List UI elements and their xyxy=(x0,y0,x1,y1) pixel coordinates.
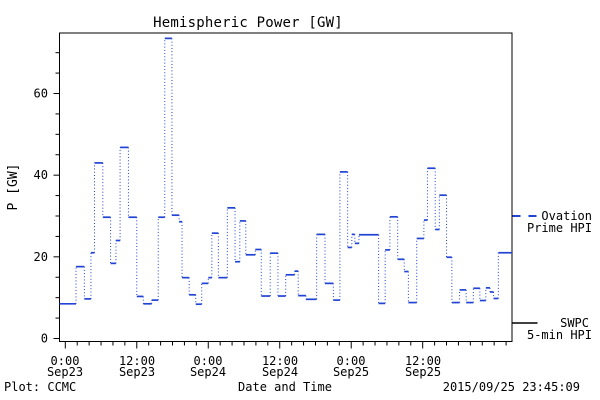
x-tick-date-1: Sep23 xyxy=(119,365,155,379)
legend-swpc-label-line1: SWPC xyxy=(560,316,589,330)
y-tick-label-40: 40 xyxy=(34,168,48,182)
x-tick-date-2: Sep24 xyxy=(190,365,226,379)
chart-title: Hemispheric Power [GW] xyxy=(153,15,343,31)
y-tick-label-60: 60 xyxy=(34,87,48,101)
x-tick-date-0: Sep23 xyxy=(47,365,83,379)
y-tick-label-20: 20 xyxy=(34,250,48,264)
x-tick-time-0: 0:00 xyxy=(51,354,80,368)
x-tick-time-4: 0:00 xyxy=(337,354,366,368)
x-tick-time-5: 12:00 xyxy=(405,354,441,368)
plot-timestamp: 2015/09/25 23:45:09 xyxy=(443,380,580,394)
x-tick-time-2: 0:00 xyxy=(194,354,223,368)
plot-area xyxy=(59,32,513,342)
ovation-hpi-step-line xyxy=(59,37,513,306)
legend-swpc-label-line2: 5-min HPI xyxy=(527,328,592,342)
legend-ovation-label-line1: Ovation xyxy=(541,209,592,223)
x-tick-time-3: 12:00 xyxy=(262,354,298,368)
legend-ovation-label-line2: Prime HPI xyxy=(527,221,592,235)
x-tick-date-5: Sep25 xyxy=(405,365,441,379)
x-tick-time-1: 12:00 xyxy=(119,354,155,368)
x-tick-date-4: Sep25 xyxy=(333,365,369,379)
plot-credit: Plot: CCMC xyxy=(4,380,76,394)
y-axis-label: P [GW] xyxy=(6,164,21,211)
y-tick-label-0: 0 xyxy=(41,332,48,346)
x-axis-title: Date and Time xyxy=(238,380,332,394)
axis-ticks xyxy=(53,52,507,349)
x-tick-date-3: Sep24 xyxy=(262,365,298,379)
